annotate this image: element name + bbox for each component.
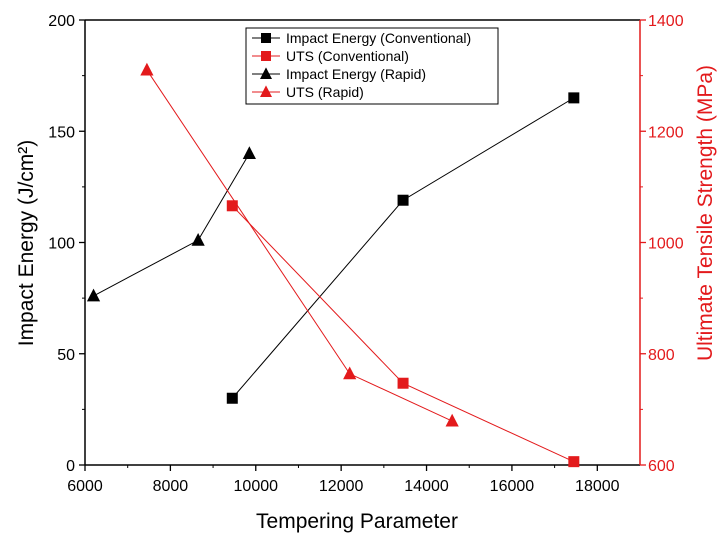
series-line — [231, 205, 575, 463]
data-point — [226, 392, 238, 404]
x-tick-label: 12000 — [319, 478, 364, 495]
legend-marker — [260, 67, 272, 79]
data-point — [191, 233, 205, 246]
y-left-tick-label: 150 — [48, 124, 75, 141]
y-right-tick-label: 800 — [648, 347, 675, 364]
series-3 — [86, 146, 256, 302]
x-tick-label: 10000 — [234, 478, 279, 495]
series-layer — [86, 62, 580, 468]
legend-label: UTS (Rapid) — [286, 84, 364, 100]
y-left-tick-label: 0 — [66, 458, 75, 475]
x-tick-label: 16000 — [490, 478, 535, 495]
data-point — [568, 456, 580, 468]
data-point — [226, 200, 238, 212]
y-right-tick-label: 1200 — [648, 124, 684, 141]
y-right-tick-label: 1400 — [648, 13, 684, 30]
data-point — [445, 413, 459, 427]
data-point — [242, 146, 256, 159]
data-point — [86, 288, 101, 302]
y-left-tick-label: 50 — [57, 347, 75, 364]
x-axis-title: Tempering Parameter — [256, 510, 458, 533]
x-tick-label: 8000 — [153, 478, 189, 495]
series-line — [231, 97, 575, 399]
legend-marker — [261, 51, 271, 61]
x-axis: 6000 8000 10000 12000 14000 16000 18000 — [67, 465, 620, 495]
data-point — [140, 62, 154, 76]
y-axis-right: 600 800 1000 1200 1400 — [640, 13, 684, 475]
y-left-tick-label: 100 — [48, 236, 75, 253]
series-1 — [226, 92, 580, 404]
data-point — [397, 377, 409, 389]
series-2 — [226, 200, 580, 468]
legend-label: UTS (Conventional) — [286, 48, 409, 64]
legend-box — [245, 27, 499, 105]
x-tick-label: 6000 — [67, 478, 103, 495]
legend-marker — [261, 33, 271, 43]
series-line — [93, 153, 250, 297]
data-point — [343, 366, 357, 380]
legend: Impact Energy (Conventional) UTS (Convent… — [245, 27, 499, 105]
y-right-tick-label: 1000 — [648, 236, 684, 253]
x-tick-label: 18000 — [575, 478, 620, 495]
y-axis-left-title: Impact Energy (J/cm²) — [15, 140, 38, 347]
series-4 — [140, 62, 459, 427]
legend-marker — [260, 85, 272, 97]
y-axis-right-title: Ultimate Tensile Strength (MPa) — [694, 65, 717, 361]
x-tick-label: 14000 — [404, 478, 449, 495]
data-point — [568, 92, 580, 104]
y-right-tick-label: 600 — [648, 458, 675, 475]
y-left-tick-label: 200 — [48, 13, 75, 30]
legend-label: Impact Energy (Conventional) — [286, 30, 471, 46]
y-axis-left: 0 50 100 150 200 — [48, 13, 85, 475]
data-point — [397, 194, 409, 206]
legend-label: Impact Energy (Rapid) — [286, 66, 426, 82]
